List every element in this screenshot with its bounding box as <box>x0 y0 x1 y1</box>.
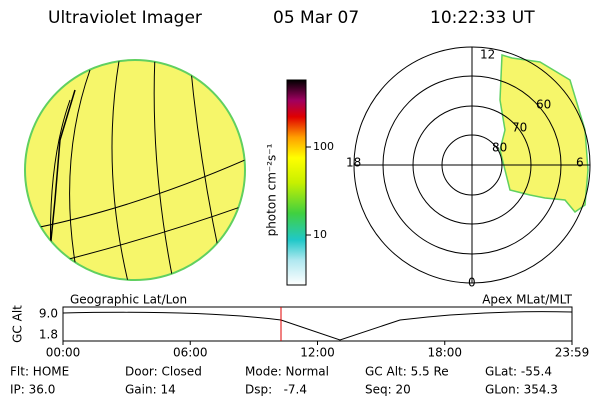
status-field: Mode: Normal <box>245 365 329 379</box>
altitude-axis-label: GC Alt <box>11 305 25 343</box>
colorbar-tick-label: 10 <box>313 228 327 241</box>
status-field: Dsp: -7.4 <box>245 383 307 397</box>
altitude-tick-label: 1.8 <box>39 328 58 342</box>
right-panel-label: Apex MLat/MLT <box>482 293 572 307</box>
altitude-tick-label: 9.0 <box>39 307 58 321</box>
altitude-curve <box>62 311 573 341</box>
status-field: IP: 36.0 <box>10 383 55 397</box>
mlt-label: 0 <box>468 276 476 290</box>
mlt-label: 12 <box>480 48 495 62</box>
time-tick-label: 00:00 <box>46 346 81 360</box>
date: 05 Mar 07 <box>273 8 359 28</box>
polar-plot <box>353 46 591 284</box>
mlt-label: 18 <box>346 156 361 170</box>
time-tick-label: 23:59 <box>555 346 590 360</box>
time-tick-label: 06:00 <box>173 346 208 360</box>
status-field: Gain: 14 <box>125 383 176 397</box>
status-field: Flt: HOME <box>10 365 69 379</box>
colorbar <box>286 79 307 286</box>
mlt-label: 6 <box>576 156 584 170</box>
instrument-title: Ultraviolet Imager <box>48 8 202 28</box>
colorbar-label: photon cm⁻²s⁻¹ <box>265 143 279 236</box>
time-tick-label: 18:00 <box>427 346 462 360</box>
status-field: GC Alt: 5.5 Re <box>365 365 449 379</box>
status-field: Door: Closed <box>125 365 202 379</box>
lat-label: 70 <box>512 121 527 135</box>
colorbar-tick-label: 100 <box>313 140 334 153</box>
lat-label: 80 <box>492 141 507 155</box>
lat-label: 60 <box>536 98 551 112</box>
status-field: GLon: 354.3 <box>485 383 558 397</box>
time: 10:22:33 UT <box>430 8 535 28</box>
status-field: GLat: -55.4 <box>485 365 552 379</box>
time-tick-label: 12:00 <box>300 346 335 360</box>
status-field: Seq: 20 <box>365 383 411 397</box>
left-panel-label: Geographic Lat/Lon <box>70 293 187 307</box>
